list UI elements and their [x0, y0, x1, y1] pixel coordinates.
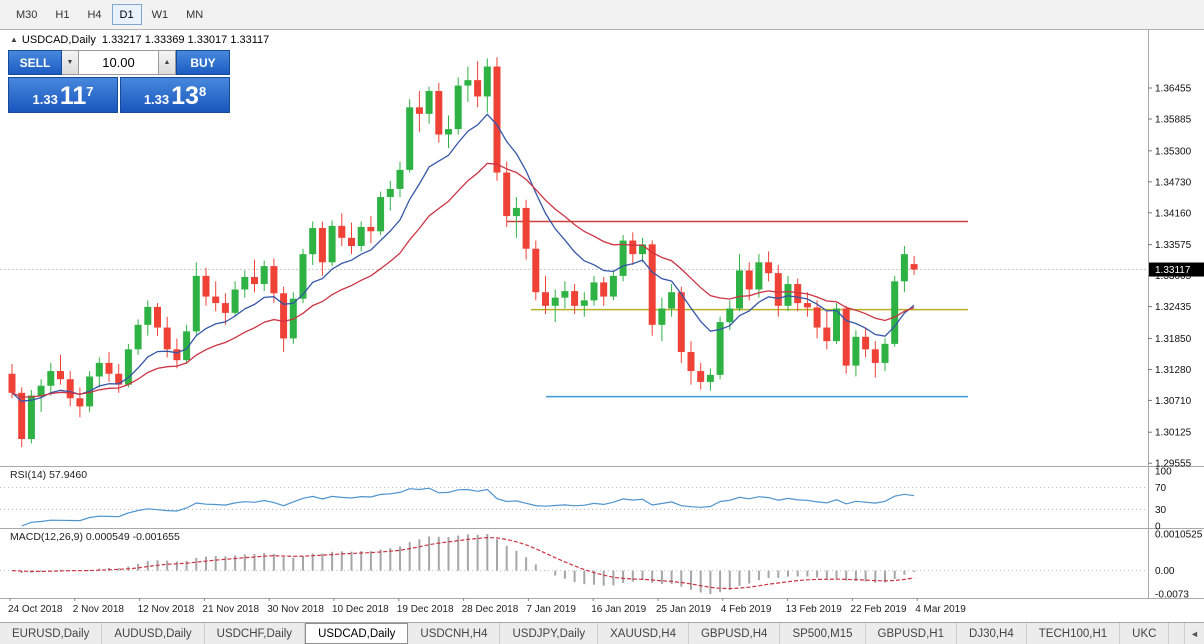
chart-tabs-bar: EURUSD,Daily AUDUSD,Daily USDCHF,Daily USDC…: [0, 622, 1204, 644]
svg-text:22 Feb 2019: 22 Feb 2019: [850, 604, 907, 615]
svg-text:21 Nov 2018: 21 Nov 2018: [202, 604, 259, 615]
timeframe-button-mn[interactable]: MN: [186, 8, 204, 21]
timeframe-button-m30[interactable]: M30: [16, 8, 38, 21]
tabs-scroll-left-button[interactable]: ◄: [1184, 623, 1204, 644]
svg-text:0.0010525: 0.0010525: [1155, 530, 1203, 541]
buy-price-prefix: 1.33: [143, 92, 170, 107]
chart-tab-sp500-m15[interactable]: SP500,M15: [780, 623, 866, 644]
svg-text:0: 0: [1155, 522, 1161, 533]
svg-text:10 Dec 2018: 10 Dec 2018: [332, 604, 389, 615]
chart-tab-xauusd-h4[interactable]: XAUUSD,H4: [598, 623, 689, 644]
timeframe-button-w1[interactable]: W1: [151, 8, 169, 21]
chart-tab-dj30-h4[interactable]: DJ30,H4: [957, 623, 1027, 644]
svg-text:4 Mar 2019: 4 Mar 2019: [915, 604, 966, 615]
svg-text:1.33005: 1.33005: [1155, 271, 1192, 282]
chart-tab-usdcad-daily[interactable]: USDCAD,Daily: [305, 623, 409, 644]
svg-text:24 Oct 2018: 24 Oct 2018: [8, 604, 63, 615]
svg-text:1.34730: 1.34730: [1155, 177, 1192, 188]
chart-tab-gbpusd-h1[interactable]: GBPUSD,H1: [866, 623, 958, 644]
trade-controls-row: SELL ▼ ▲ BUY: [8, 50, 230, 75]
chart-tab-usdjpy-daily[interactable]: USDJPY,Daily: [500, 623, 599, 644]
svg-text:1.31280: 1.31280: [1155, 365, 1192, 376]
buy-button[interactable]: BUY: [176, 50, 230, 75]
svg-text:4 Feb 2019: 4 Feb 2019: [721, 604, 772, 615]
macd-indicator-label: MACD(12,26,9) 0.000549 -0.001655: [10, 531, 180, 543]
svg-text:7 Jan 2019: 7 Jan 2019: [526, 604, 576, 615]
tabs-scroll-left-icon: ◄: [1190, 628, 1199, 639]
svg-text:19 Dec 2018: 19 Dec 2018: [397, 604, 454, 615]
svg-text:1.33575: 1.33575: [1155, 240, 1192, 251]
svg-text:12 Nov 2018: 12 Nov 2018: [138, 604, 195, 615]
macd-pane[interactable]: 0.0010525 0.00 -0.0073: [0, 530, 1203, 601]
chart-tabs-strip: EURUSD,Daily AUDUSD,Daily USDCHF,Daily USDC…: [0, 623, 1184, 644]
date-axis[interactable]: 24 Oct 2018 2 Nov 2018 12 Nov 2018 21 Nov 2…: [8, 598, 966, 615]
svg-text:1.36455: 1.36455: [1155, 84, 1192, 95]
svg-text:30: 30: [1155, 505, 1167, 516]
rsi-pane[interactable]: 100 70 30 0: [0, 467, 1172, 533]
timeframe-toolbar: M30 H1 H4 D1 W1 MN: [0, 0, 1204, 30]
pane-separators[interactable]: [0, 30, 1204, 599]
candles[interactable]: [8, 57, 918, 448]
sell-price-prefix: 1.33: [32, 92, 58, 107]
volume-input[interactable]: [79, 50, 159, 75]
svg-text:100: 100: [1155, 467, 1172, 478]
spinner-up-icon: ▲: [163, 59, 171, 66]
symbol-ohlc-line: ▲ USDCAD,Daily 1.33217 1.33369 1.33017 1.3…: [10, 34, 269, 46]
buy-price-display[interactable]: 1.33 13 8: [120, 77, 230, 113]
sell-price-display[interactable]: 1.33 11 7: [8, 77, 118, 113]
buy-price-pipette: 8: [198, 84, 207, 99]
svg-text:1.30710: 1.30710: [1155, 396, 1192, 407]
svg-text:28 Dec 2018: 28 Dec 2018: [462, 604, 519, 615]
chart-tab-gbpusd-h4[interactable]: GBPUSD,H4: [689, 623, 781, 644]
timeframe-button-h1[interactable]: H1: [55, 8, 70, 21]
svg-text:1.33117: 1.33117: [1155, 265, 1191, 276]
timeframe-button-d1[interactable]: D1: [111, 4, 142, 25]
svg-text:1.34160: 1.34160: [1155, 208, 1192, 219]
svg-text:1.32435: 1.32435: [1155, 302, 1192, 313]
svg-text:1.31850: 1.31850: [1155, 334, 1192, 345]
svg-text:16 Jan 2019: 16 Jan 2019: [591, 604, 646, 615]
chart-tab-eurusd-daily[interactable]: EURUSD,Daily: [0, 623, 103, 644]
volume-decrease-button[interactable]: ▼: [62, 50, 79, 75]
svg-text:1.30125: 1.30125: [1155, 428, 1192, 439]
ohlc-values: 1.33217 1.33369 1.33017 1.33117: [101, 34, 270, 46]
svg-text:30 Nov 2018: 30 Nov 2018: [267, 604, 324, 615]
timeframe-button-h4[interactable]: H4: [87, 8, 102, 21]
svg-text:25 Jan 2019: 25 Jan 2019: [656, 604, 711, 615]
chart-tab-audusd-daily[interactable]: AUDUSD,Daily: [102, 623, 205, 644]
svg-text:2 Nov 2018: 2 Nov 2018: [73, 604, 125, 615]
sell-button[interactable]: SELL: [8, 50, 62, 75]
chart-tab-tech100-h1[interactable]: TECH100,H1: [1027, 623, 1121, 644]
moving-average-lines: [11, 113, 915, 402]
volume-increase-button[interactable]: ▲: [159, 50, 176, 75]
chart-tab-ukc[interactable]: UKC: [1120, 623, 1170, 644]
svg-text:1.29555: 1.29555: [1155, 459, 1192, 470]
buy-price-big-digits: 13: [171, 82, 199, 110]
svg-text:13 Feb 2019: 13 Feb 2019: [786, 604, 843, 615]
chart-expand-triangle-icon[interactable]: ▲: [10, 35, 18, 44]
svg-text:0.00: 0.00: [1155, 566, 1175, 577]
svg-text:70: 70: [1155, 483, 1167, 494]
rsi-indicator-label: RSI(14) 57.9460: [10, 469, 88, 481]
chart-tab-usdcnh-h4[interactable]: USDCNH,H4: [408, 623, 501, 644]
spinner-down-icon: ▼: [66, 59, 74, 66]
svg-text:1.35885: 1.35885: [1155, 115, 1192, 126]
sell-price-big-digits: 11: [59, 82, 87, 110]
symbol-label: USDCAD,Daily: [21, 34, 96, 46]
horizontal-level-lines[interactable]: [0, 220, 1148, 398]
chart-tab-usdchf-daily[interactable]: USDCHF,Daily: [205, 623, 306, 644]
price-axis[interactable]: 1.36455 1.35885 1.35300 1.34730 1.34160 1.335…: [1148, 84, 1204, 470]
svg-text:1.35300: 1.35300: [1155, 146, 1192, 157]
trade-prices-row: 1.33 11 7 1.33 13 8: [8, 77, 230, 113]
svg-text:-0.0073: -0.0073: [1155, 590, 1189, 601]
sell-price-pipette: 7: [86, 84, 94, 99]
